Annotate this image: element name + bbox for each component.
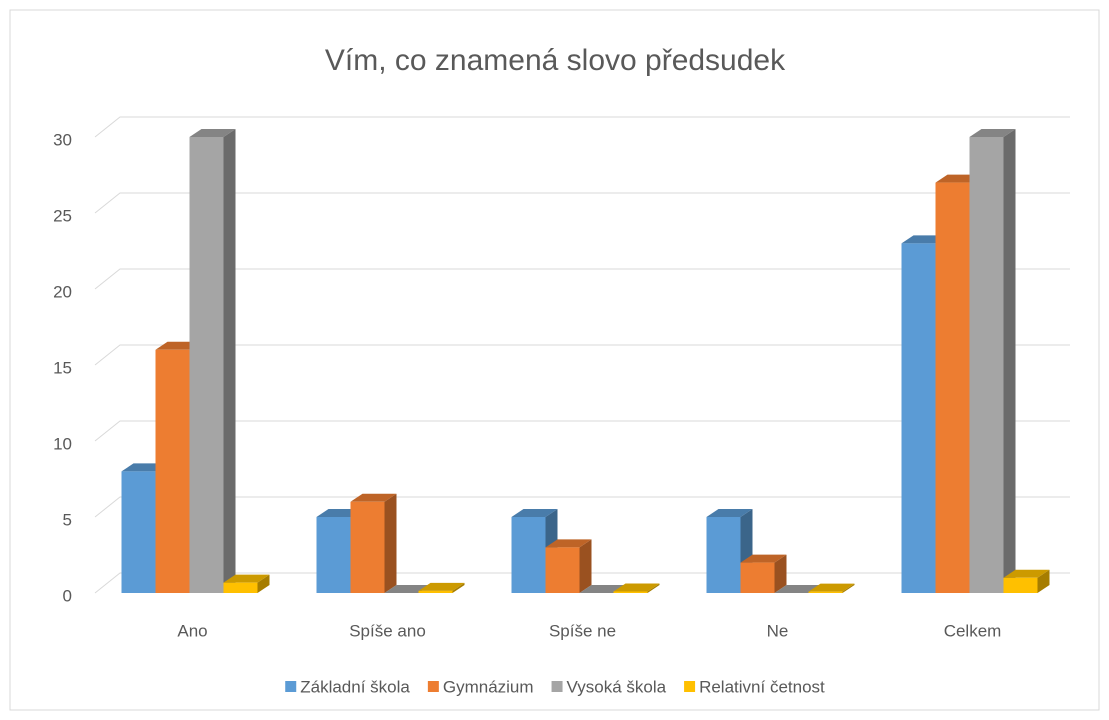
bar-top — [350, 493, 397, 502]
bar — [1003, 577, 1038, 593]
bar-top — [223, 574, 270, 583]
bar-side — [452, 582, 465, 593]
y-tick-label: 30 — [53, 130, 72, 149]
x-tick-label: Ne — [767, 621, 789, 640]
bar — [901, 243, 936, 593]
bar — [706, 517, 741, 593]
legend-label: Základní škola — [300, 677, 410, 696]
chart-title: Vím, co znamená slovo předsudek — [325, 44, 786, 77]
bar — [189, 137, 224, 593]
bar-side — [257, 574, 270, 593]
legend-swatch — [684, 681, 696, 692]
bar-top — [740, 554, 787, 563]
legend-label: Vysoká škola — [567, 677, 667, 696]
y-tick-label: 20 — [53, 282, 72, 301]
bar-side — [223, 129, 236, 593]
legend-swatch — [551, 681, 563, 692]
bar — [613, 591, 648, 593]
bar-top — [545, 539, 592, 548]
bar-top — [808, 583, 855, 592]
bar — [418, 590, 453, 593]
bar — [316, 517, 351, 593]
bar — [121, 471, 156, 593]
bar-top — [613, 583, 660, 592]
bar-top — [579, 585, 626, 593]
bar-top — [418, 582, 465, 591]
grid-line — [94, 192, 1070, 214]
bar — [935, 182, 970, 593]
bar-side — [384, 493, 397, 593]
y-tick-label: 0 — [63, 586, 72, 605]
grid-line — [94, 268, 1070, 290]
bar-top — [189, 129, 236, 137]
bar — [740, 562, 775, 593]
bar-top — [969, 129, 1016, 137]
bar-side — [647, 583, 660, 593]
bar — [511, 517, 546, 593]
y-tick-label: 25 — [53, 206, 72, 225]
x-tick-label: Ano — [177, 621, 207, 640]
bar-side — [774, 554, 787, 593]
bar — [350, 501, 385, 593]
bar-top — [511, 509, 558, 517]
bar-top — [706, 509, 753, 517]
bar-side — [842, 583, 855, 593]
grid-line — [94, 420, 1070, 442]
x-tick-label: Spíše ano — [349, 621, 426, 640]
bar-side — [1003, 129, 1016, 593]
bar-top — [1003, 569, 1050, 578]
legend-label: Gymnázium — [443, 677, 534, 696]
grid-line — [94, 116, 1070, 138]
y-tick-label: 10 — [53, 434, 72, 453]
grid-line — [94, 344, 1070, 366]
legend-swatch — [285, 681, 297, 692]
bar — [808, 591, 843, 593]
y-tick-label: 15 — [53, 358, 72, 377]
grid-line — [94, 496, 1070, 518]
bar-top — [774, 585, 821, 593]
y-tick-label: 5 — [63, 510, 72, 529]
x-tick-label: Celkem — [944, 621, 1002, 640]
bar-side — [1037, 569, 1050, 593]
legend-swatch — [427, 681, 439, 692]
legend-label: Relativní četnost — [699, 677, 825, 696]
x-tick-label: Spíše ne — [549, 621, 616, 640]
bar — [545, 547, 580, 593]
bar-side — [579, 539, 592, 593]
bar — [155, 349, 190, 593]
bar — [969, 137, 1004, 593]
bar — [223, 582, 258, 593]
